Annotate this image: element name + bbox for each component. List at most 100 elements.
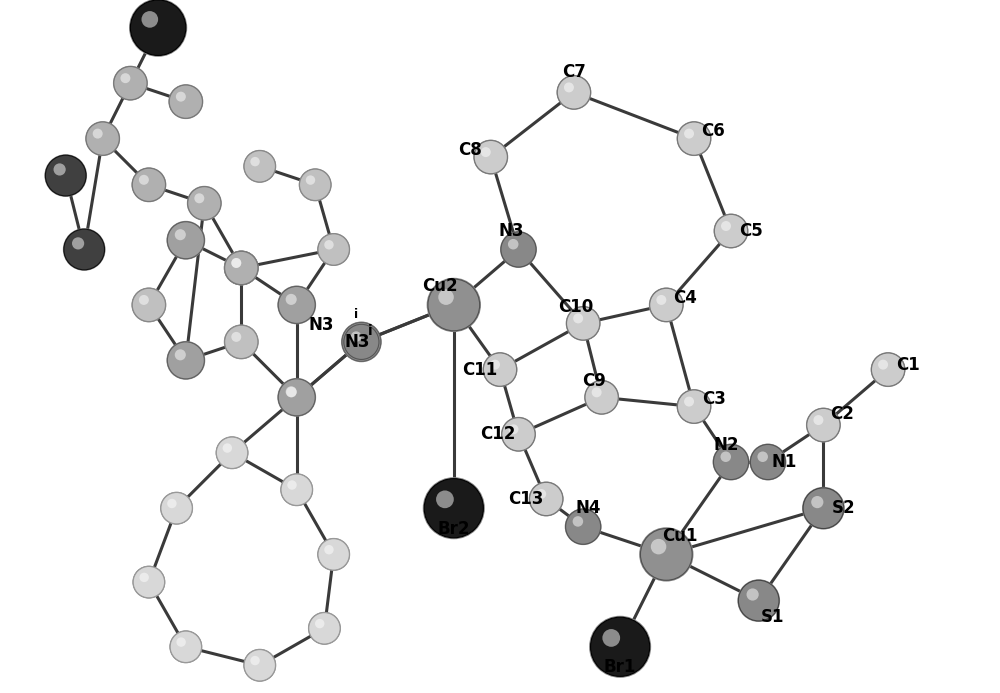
Circle shape (169, 631, 202, 663)
Circle shape (529, 482, 564, 516)
Circle shape (160, 492, 193, 525)
Circle shape (277, 286, 316, 324)
Circle shape (757, 451, 768, 462)
Circle shape (278, 286, 315, 324)
Circle shape (286, 386, 297, 397)
Text: Br1: Br1 (604, 658, 636, 676)
Circle shape (169, 85, 202, 119)
Circle shape (424, 479, 483, 538)
Circle shape (806, 407, 841, 443)
Circle shape (639, 527, 693, 581)
Circle shape (481, 147, 491, 157)
Circle shape (738, 580, 779, 621)
Circle shape (287, 480, 297, 490)
Circle shape (344, 324, 379, 360)
Circle shape (225, 252, 258, 285)
Circle shape (44, 155, 87, 197)
Circle shape (714, 213, 748, 249)
Text: C4: C4 (673, 288, 697, 306)
Circle shape (278, 379, 315, 416)
Circle shape (223, 444, 232, 453)
Circle shape (72, 237, 84, 249)
Circle shape (802, 487, 845, 529)
Circle shape (132, 168, 166, 202)
Circle shape (811, 496, 823, 508)
Circle shape (501, 416, 536, 452)
Circle shape (281, 474, 312, 505)
Circle shape (225, 325, 258, 358)
Circle shape (573, 313, 583, 324)
Circle shape (318, 538, 349, 570)
Circle shape (501, 232, 536, 267)
Circle shape (436, 491, 454, 508)
Circle shape (871, 352, 906, 387)
Circle shape (129, 0, 187, 57)
Circle shape (807, 408, 840, 441)
Circle shape (306, 175, 315, 185)
Circle shape (750, 444, 786, 480)
Text: C12: C12 (480, 426, 516, 444)
Circle shape (737, 579, 780, 622)
Circle shape (750, 444, 786, 480)
Text: C8: C8 (459, 141, 482, 159)
Circle shape (175, 349, 186, 360)
Text: C1: C1 (897, 356, 920, 374)
Circle shape (166, 221, 205, 260)
Circle shape (557, 76, 591, 109)
Circle shape (878, 360, 888, 369)
Circle shape (113, 66, 148, 100)
Circle shape (720, 451, 731, 462)
Circle shape (188, 186, 221, 220)
Circle shape (231, 258, 241, 268)
Circle shape (175, 229, 186, 240)
Circle shape (131, 288, 166, 322)
Text: C9: C9 (582, 371, 606, 389)
Circle shape (589, 616, 651, 678)
Circle shape (713, 444, 749, 480)
Circle shape (677, 389, 712, 424)
Circle shape (161, 493, 192, 524)
Circle shape (500, 231, 537, 268)
Text: C10: C10 (558, 298, 593, 316)
Circle shape (803, 488, 844, 529)
Circle shape (250, 656, 260, 665)
Text: N2: N2 (714, 437, 739, 455)
Circle shape (640, 529, 692, 580)
Circle shape (243, 649, 276, 682)
Circle shape (64, 229, 105, 270)
Circle shape (231, 258, 241, 268)
Circle shape (684, 396, 694, 407)
Text: Cu2: Cu2 (422, 277, 458, 295)
Text: N3: N3 (345, 333, 370, 351)
Circle shape (649, 288, 684, 322)
Circle shape (120, 73, 130, 83)
Circle shape (341, 322, 382, 362)
Circle shape (684, 129, 694, 139)
Circle shape (585, 380, 618, 414)
Circle shape (536, 489, 546, 499)
Text: N4: N4 (575, 499, 601, 517)
Circle shape (428, 279, 480, 331)
Circle shape (176, 638, 186, 647)
Text: C3: C3 (702, 390, 726, 408)
Circle shape (286, 387, 297, 397)
Circle shape (194, 193, 204, 203)
Text: S1: S1 (761, 608, 784, 626)
Circle shape (351, 331, 361, 342)
Circle shape (656, 295, 666, 305)
Circle shape (280, 473, 313, 506)
Circle shape (54, 164, 66, 175)
Circle shape (871, 353, 905, 386)
Circle shape (508, 239, 518, 249)
Circle shape (224, 324, 259, 360)
Circle shape (651, 539, 666, 554)
Circle shape (567, 307, 600, 340)
Circle shape (315, 619, 324, 629)
Circle shape (132, 288, 166, 322)
Circle shape (141, 11, 158, 28)
Circle shape (556, 75, 591, 110)
Circle shape (309, 613, 340, 644)
Circle shape (244, 150, 275, 182)
Circle shape (286, 294, 297, 305)
Circle shape (813, 415, 823, 425)
